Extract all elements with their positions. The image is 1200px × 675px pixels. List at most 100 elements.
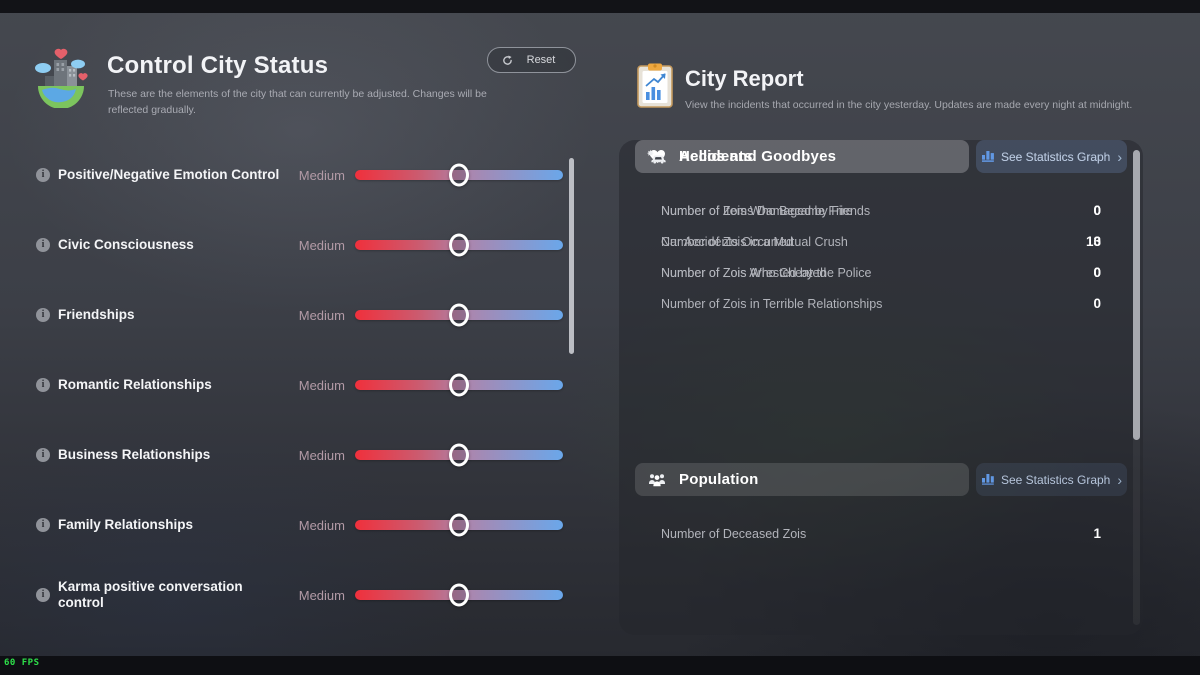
slider-label: Positive/Negative Emotion Control (58, 166, 280, 182)
slider-label: Friendships (58, 306, 135, 322)
stats-button-label: See Statistics Graph (1000, 149, 1111, 164)
info-icon[interactable]: i (36, 378, 50, 392)
section-rows: Number of Items Damaged by Fire 0 Car Ac… (635, 195, 1127, 288)
report-section: Population See Statistics Graph › Number… (635, 463, 1127, 549)
slider-label: Business Relationships (58, 446, 211, 462)
info-icon[interactable]: i (36, 448, 50, 462)
letterbox-top (0, 0, 1200, 13)
report-row: Number of Zois in a Mutual Crush 0 (635, 226, 1127, 257)
report-row-label: Number of Zois Arrested by the Police (661, 265, 872, 280)
section-header: Population (635, 463, 969, 496)
slider-value-label: Medium (298, 307, 345, 323)
slider-row: i Business Relationships Medium (30, 420, 570, 490)
section-title: Accidents (679, 148, 753, 165)
slider-track[interactable] (355, 233, 563, 257)
car-crash-icon (647, 149, 666, 164)
section-head: Population See Statistics Graph › (635, 463, 1127, 496)
section-header: Accidents (635, 140, 969, 173)
section-title: Hellos and Goodbyes (679, 148, 837, 165)
slider-row: i Romantic Relationships Medium (30, 350, 570, 420)
chevron-right-icon: › (1117, 471, 1123, 488)
section-title: Population (679, 471, 759, 488)
report-row: Number of Zois Who Cheated 0 (635, 257, 1127, 288)
report-row-value: 0 (1093, 296, 1101, 311)
slider-value-label: Medium (298, 587, 345, 603)
reset-button[interactable]: Reset (487, 47, 576, 73)
info-icon[interactable]: i (36, 308, 50, 322)
report-subtitle: View the incidents that occurred in the … (685, 99, 1133, 111)
fps-counter: 60 FPS (4, 658, 40, 668)
report-row-label: Number of Items Damaged by Fire (661, 203, 853, 218)
report-row: Number of Items Damaged by Fire 0 (635, 195, 1127, 226)
slider-row: i Civic Consciousness Medium (30, 210, 570, 280)
report-row: Car Accidents Occurred 13 (635, 226, 1127, 257)
report-row-label: Number of Zois in a Mutual Crush (661, 234, 848, 249)
report-row-label: Number of Zois Who Cheated (661, 265, 827, 280)
report-row: Number of Zois Who Became Friends 0 (635, 195, 1127, 226)
slider-value-label: Medium (298, 377, 345, 393)
reset-button-label: Reset (526, 54, 556, 66)
section-rows: Number of Deceased Zois 1 (635, 518, 1127, 549)
city-report-card: Population See Statistics Graph › Number… (619, 140, 1143, 635)
info-icon[interactable]: i (36, 168, 50, 182)
slider-track[interactable] (355, 513, 563, 537)
report-row-value: 0 (1093, 265, 1101, 280)
slider-list: i Positive/Negative Emotion Control Medi… (30, 140, 570, 630)
report-row-value: 0 (1093, 265, 1101, 280)
report-row-value: 13 (1085, 234, 1101, 249)
bar-chart-icon (981, 474, 994, 485)
chevron-right-icon: › (1117, 148, 1123, 165)
page-subtitle: These are the elements of the city that … (108, 88, 487, 117)
slider-value-label: Medium (298, 167, 345, 183)
see-statistics-graph-button[interactable]: See Statistics Graph › (976, 140, 1127, 173)
see-statistics-graph-button[interactable]: See Statistics Graph › (976, 463, 1127, 496)
slider-track[interactable] (355, 303, 563, 327)
slider-label: Karma positive conversation control (58, 578, 243, 610)
slider-thumb[interactable] (449, 163, 469, 187)
page-title: Control City Status (107, 52, 329, 79)
slider-row: i Karma positive conversation control Me… (30, 560, 570, 630)
section-head: Accidents See Statistics Graph › (635, 140, 1127, 173)
info-icon[interactable]: i (36, 238, 50, 252)
right-panel-scrollbar[interactable] (1133, 150, 1140, 440)
slider-thumb[interactable] (449, 303, 469, 327)
report-row: Number of Zois Arrested by the Police 0 (635, 257, 1127, 288)
car-crash-icon (647, 149, 667, 164)
report-row-label: Number of Zois Who Became Friends (661, 203, 871, 218)
report-row: Number of Deceased Zois 1 (635, 518, 1127, 549)
slider-value-label: Medium (298, 237, 345, 253)
report-row-value: 0 (1093, 234, 1101, 249)
letterbox-bottom (0, 656, 1200, 675)
report-row-label: Number of Deceased Zois (661, 526, 807, 541)
report-section: Accidents See Statistics Graph › Number … (635, 140, 1127, 288)
report-title: City Report (685, 66, 804, 91)
bar-chart-icon (981, 471, 995, 488)
report-clipboard-icon (637, 63, 673, 108)
slider-thumb[interactable] (449, 443, 469, 467)
stats-button-label: See Statistics Graph (1000, 472, 1111, 487)
info-icon[interactable]: i (36, 518, 50, 532)
slider-row: i Family Relationships Medium (30, 490, 570, 560)
slider-track[interactable] (355, 163, 563, 187)
left-panel-scrollbar[interactable] (569, 158, 574, 354)
report-row-value: 0 (1093, 203, 1101, 218)
stats-button-label: See Statistics Graph (1000, 149, 1111, 164)
section-rows: Number of Zois Who Became Friends 0 Numb… (635, 195, 1127, 319)
info-icon[interactable]: i (36, 588, 50, 602)
globe-city-icon (35, 48, 88, 108)
bar-chart-icon (981, 151, 994, 162)
slider-track[interactable] (355, 583, 563, 607)
refresh-icon (502, 55, 512, 65)
slider-row: i Friendships Medium (30, 280, 570, 350)
slider-thumb[interactable] (449, 583, 469, 607)
report-row: Number of Zois in Terrible Relationships… (635, 288, 1127, 319)
slider-thumb[interactable] (449, 513, 469, 537)
slider-label: Romantic Relationships (58, 376, 212, 392)
chevron-right-icon: › (1117, 148, 1123, 165)
slider-thumb[interactable] (449, 233, 469, 257)
slider-value-label: Medium (298, 517, 345, 533)
bar-chart-icon (981, 148, 995, 165)
slider-track[interactable] (355, 443, 563, 467)
slider-track[interactable] (355, 373, 563, 397)
slider-thumb[interactable] (449, 373, 469, 397)
